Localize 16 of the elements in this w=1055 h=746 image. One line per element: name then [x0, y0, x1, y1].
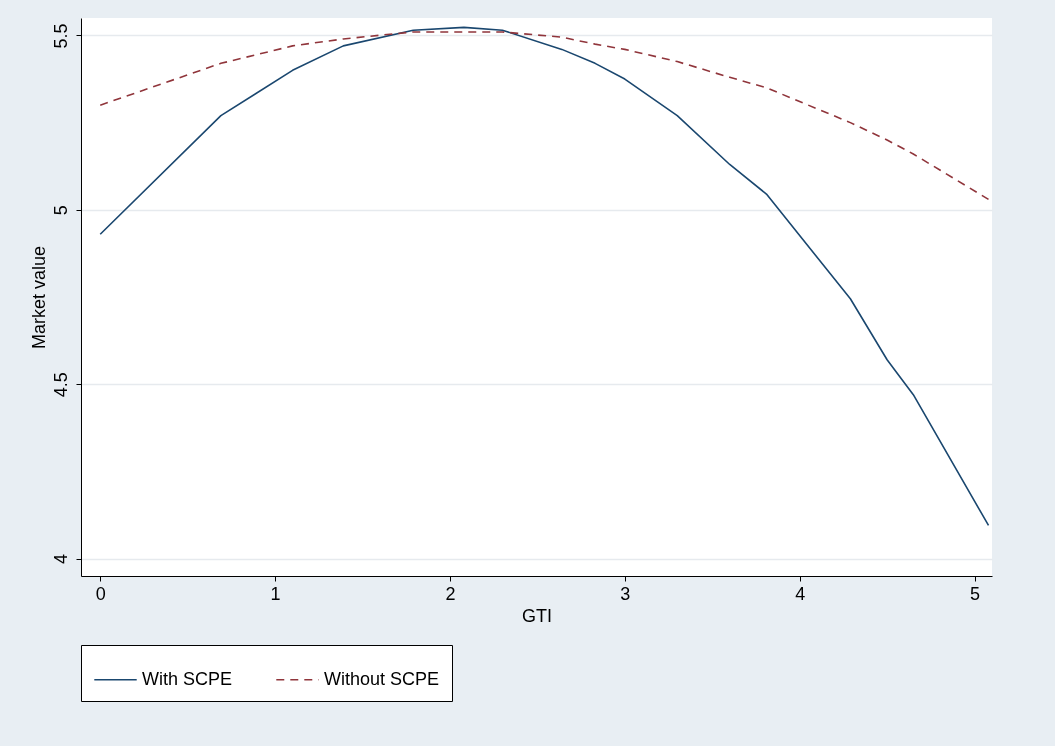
y-tick-label: 4.5 — [50, 372, 71, 398]
line-series — [99, 31, 990, 201]
legend-label: With SCPE — [142, 668, 233, 689]
legend-label: Without SCPE — [324, 668, 440, 689]
y-tick-label: 5 — [50, 205, 71, 216]
y-axis-title: Market value — [28, 245, 49, 350]
x-tick-label: 1 — [270, 583, 281, 604]
y-tick-label: 4 — [50, 554, 71, 565]
x-tick-label: 0 — [95, 583, 106, 604]
x-axis-title: GTI — [522, 605, 552, 626]
y-tick-label: 5.5 — [50, 23, 71, 49]
x-tick-label: 5 — [970, 583, 981, 604]
x-tick-label: 2 — [445, 583, 456, 604]
line-series — [99, 26, 990, 527]
x-tick-label: 3 — [620, 583, 631, 604]
x-tick-label: 4 — [795, 583, 806, 604]
